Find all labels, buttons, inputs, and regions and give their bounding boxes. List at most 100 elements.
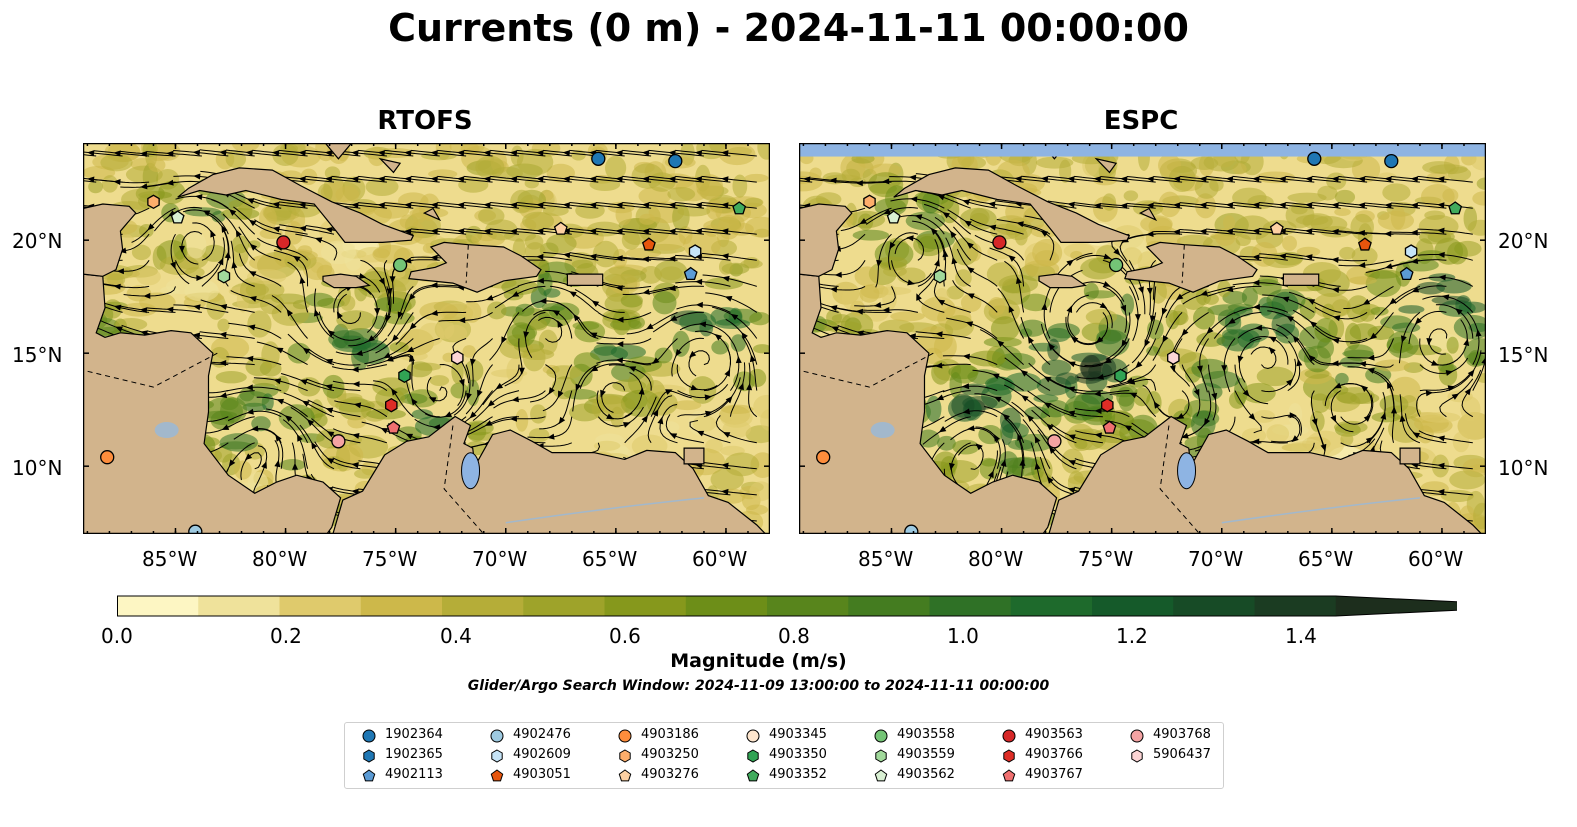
streamline-arrow [1146, 231, 1154, 238]
speed-patch [673, 400, 702, 411]
streamline [516, 256, 572, 261]
streamline [702, 274, 757, 287]
streamline-arrow [1286, 315, 1295, 323]
streamline [1390, 231, 1447, 235]
float-marker-4903186 [100, 450, 115, 465]
streamline [211, 199, 256, 235]
float-marker-4903250 [147, 194, 160, 210]
streamline [1234, 364, 1269, 405]
streamline-arrow [302, 347, 311, 355]
streamline-arrow [722, 432, 731, 438]
streamline [287, 333, 335, 366]
streamline [314, 288, 335, 339]
land-jamaica [1038, 273, 1087, 289]
streamline-arrow [937, 194, 945, 201]
streamline [333, 286, 372, 313]
streamline [1084, 338, 1130, 367]
streamline [238, 253, 282, 287]
streamline [597, 406, 644, 427]
streamline-arrow [1447, 385, 1456, 392]
speed-patch [841, 285, 864, 311]
streamline-arrow [457, 202, 465, 209]
legend-item: 4903350 [741, 746, 827, 764]
speed-patch [1255, 171, 1296, 184]
streamline-arrow [1386, 381, 1393, 390]
streamline-arrow [336, 311, 343, 319]
speed-patch [1241, 286, 1258, 307]
streamline [182, 209, 229, 235]
streamline [543, 252, 599, 261]
speed-patch [890, 311, 925, 322]
speed-patch [399, 351, 428, 361]
land-centralAmerica [83, 273, 342, 534]
streamline-arrow [695, 278, 703, 285]
tick-marks [83, 143, 770, 534]
streamline-arrow [115, 326, 123, 333]
streamline [1237, 327, 1289, 339]
speed-patch [1232, 187, 1267, 208]
legend-label: 4903276 [641, 767, 699, 782]
streamline-arrow [615, 255, 623, 262]
streamline [175, 260, 219, 279]
streamline-arrow [883, 208, 891, 215]
streamline [202, 416, 255, 434]
speed-patch [464, 359, 484, 382]
streamline [1074, 175, 1130, 183]
streamline [358, 202, 414, 209]
streamline-arrow [1153, 401, 1161, 409]
streamline [173, 304, 229, 313]
speed-patch [389, 341, 409, 353]
streamline [569, 175, 625, 183]
streamline-arrow [139, 307, 148, 314]
streamline-arrow [1120, 202, 1128, 209]
search-window-text: Glider/Argo Search Window: 2024-11-09 13… [467, 678, 1050, 694]
streamline-arrow [552, 310, 560, 317]
streamline [956, 248, 998, 287]
streamline [504, 338, 523, 387]
legend-label: 4903766 [1025, 747, 1083, 762]
streamline-arrow [351, 462, 359, 469]
speed-patch [730, 334, 746, 352]
streamline [273, 249, 309, 287]
streamline-arrow [351, 366, 359, 373]
streamline-arrow [219, 149, 227, 156]
streamline-arrow [367, 335, 376, 342]
streamline-arrow [1289, 412, 1297, 419]
speed-patch [1392, 341, 1413, 352]
streamline [1238, 338, 1262, 383]
streamline [725, 318, 758, 365]
streamline [1213, 311, 1262, 339]
streamline [1314, 307, 1368, 320]
streamline [888, 232, 919, 270]
speed-patch [744, 216, 770, 238]
speed-patch [718, 258, 733, 275]
speed-patch [1055, 372, 1080, 385]
lat-label-10-left: 10°N [12, 456, 63, 480]
streamline-arrow [876, 259, 883, 268]
streamline [836, 307, 892, 313]
speed-patch [1007, 456, 1043, 476]
streamline [373, 380, 414, 418]
streamline-arrow [404, 228, 412, 235]
streamline-arrow [1225, 286, 1234, 293]
land-trinidad [1399, 447, 1421, 465]
streamline [688, 350, 710, 377]
streamline-arrow [430, 176, 438, 183]
streamline-arrow [228, 459, 236, 467]
streamline [917, 278, 945, 313]
legend-label: 4903768 [1153, 727, 1211, 742]
streamline [934, 216, 972, 261]
streamline-arrow [948, 462, 955, 471]
speed-patch [1080, 354, 1102, 382]
streamline [240, 452, 262, 481]
streamline [996, 219, 1051, 235]
streamline-arrow [1048, 343, 1056, 351]
streamline-arrow [297, 434, 303, 442]
speed-patch [717, 214, 741, 240]
streamline [671, 337, 704, 377]
no-data-band [799, 143, 1486, 157]
speed-patch [530, 404, 547, 424]
speed-patch [466, 422, 487, 442]
streamline-arrow [724, 369, 731, 377]
float-marker-4902476 [188, 524, 203, 534]
